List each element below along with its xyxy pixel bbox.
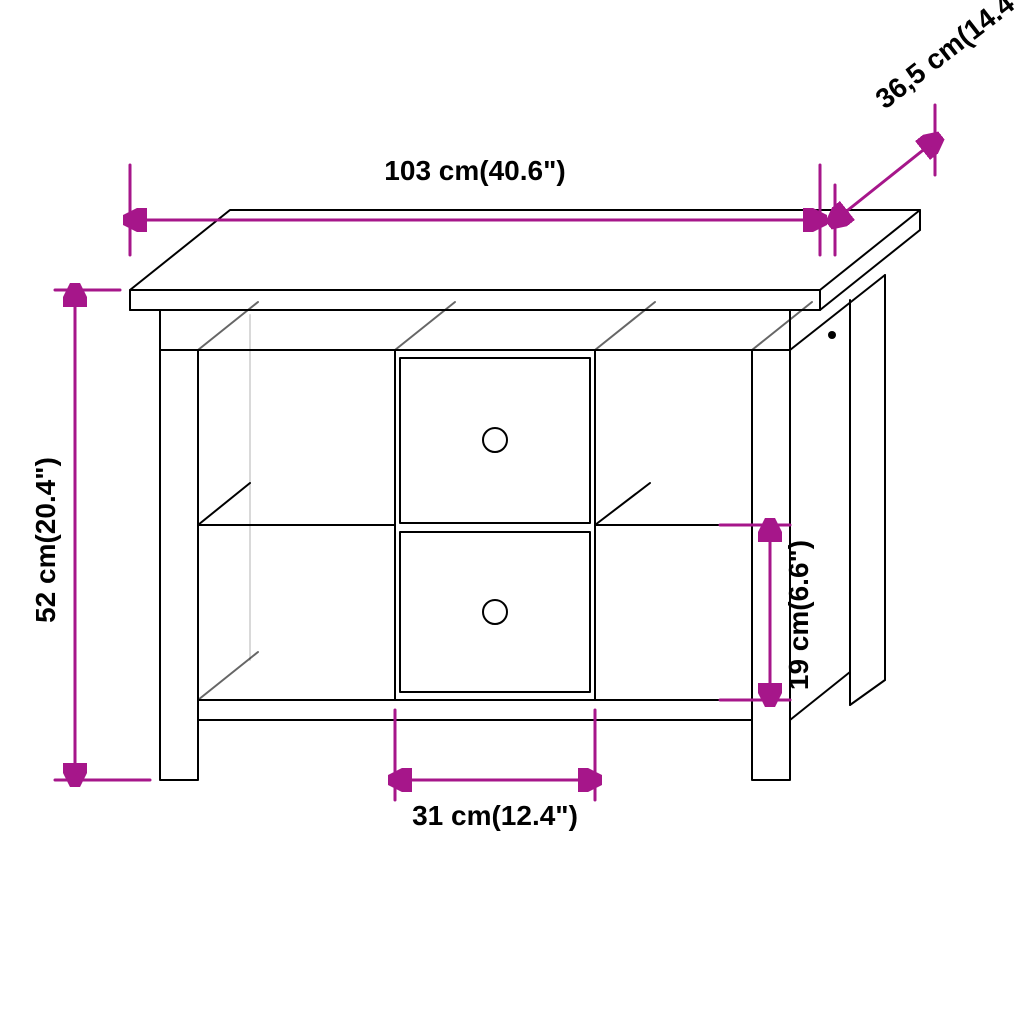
leg-front-left	[160, 350, 198, 780]
drawer-top	[400, 358, 590, 523]
dim-height	[55, 290, 150, 780]
furniture-dimension-diagram: 103 cm(40.6") 36,5 cm(14.4") 52 cm(20.4"…	[0, 0, 1024, 1024]
label-width: 103 cm(40.6")	[384, 155, 565, 186]
dimension-labels: 103 cm(40.6") 36,5 cm(14.4") 52 cm(20.4"…	[30, 0, 1024, 831]
label-shelf-height: 19 cm(6.6")	[783, 540, 814, 690]
drawer-knob-top	[483, 428, 507, 452]
dim-shelf-height	[720, 525, 790, 700]
label-drawer-width: 31 cm(12.4")	[412, 800, 578, 831]
drawer-bottom	[400, 532, 590, 692]
label-height: 52 cm(20.4")	[30, 457, 61, 623]
top-slab	[130, 210, 920, 290]
label-depth: 36,5 cm(14.4")	[870, 0, 1024, 115]
dim-depth	[835, 105, 935, 255]
drawer-knob-bottom	[483, 600, 507, 624]
cabinet-outline	[130, 210, 920, 780]
dim-drawer-width	[395, 710, 595, 800]
